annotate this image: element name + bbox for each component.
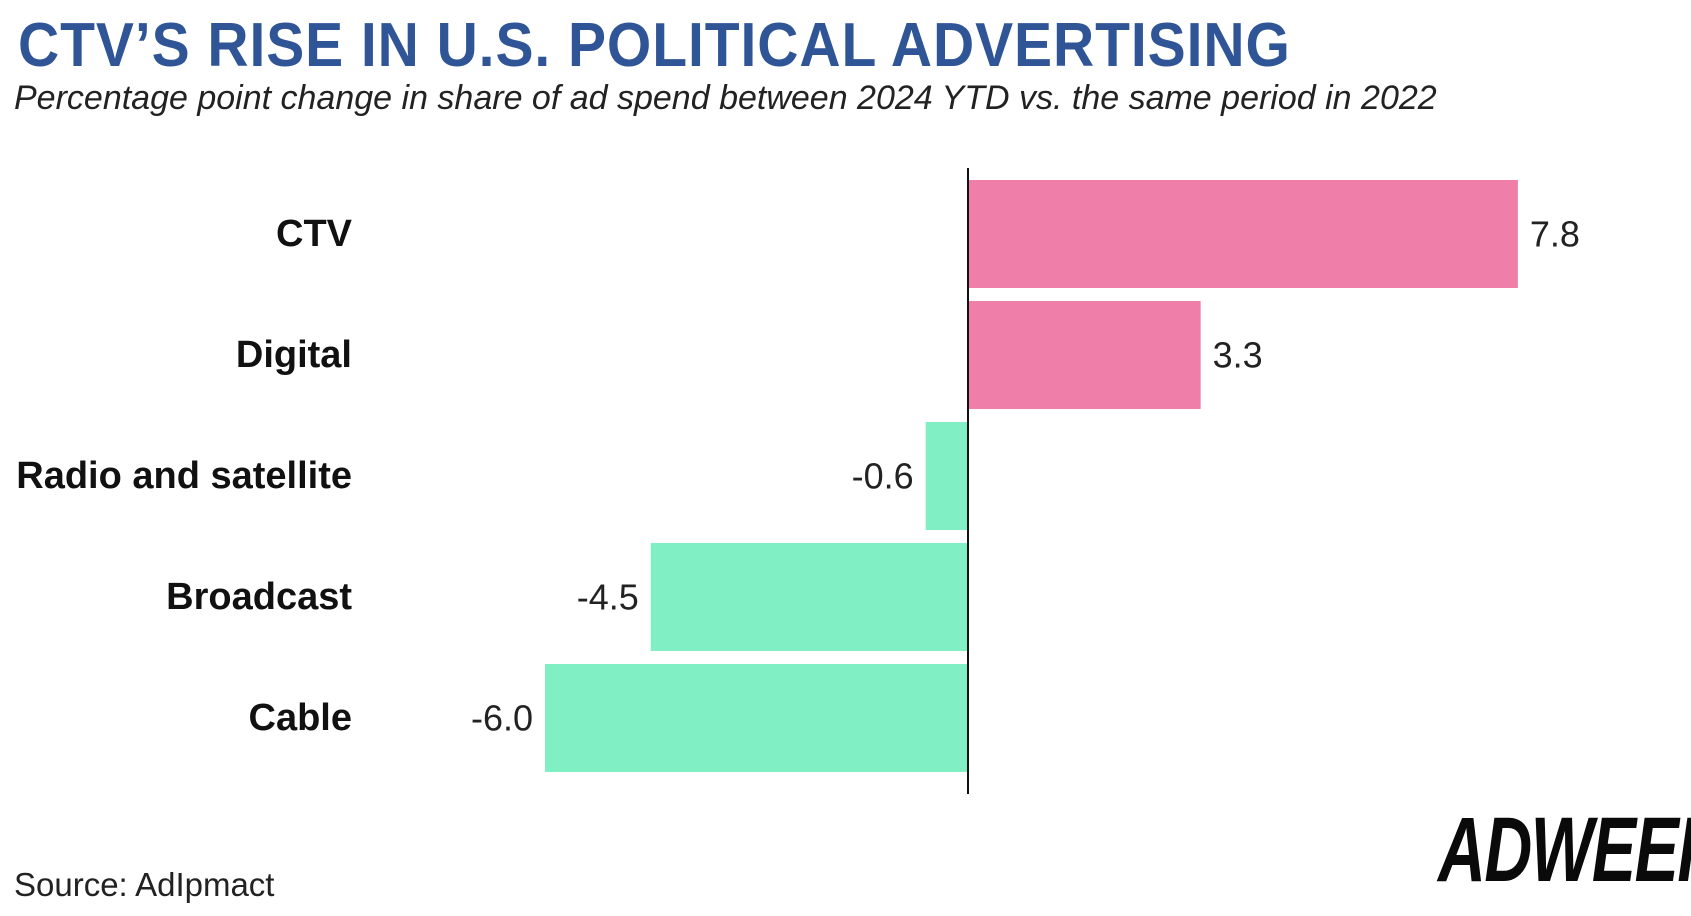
source-note: Source: AdIpmact [14,866,275,903]
bar-ctv [968,180,1518,288]
chart-subtitle: Percentage point change in share of ad s… [14,79,1437,117]
category-label-ctv: CTV [276,213,353,255]
bars-layer: CTV 7.8 Digital 3.3 Radio and satellite -0.6 B… [16,180,1580,772]
value-label-ctv: 7.8 [1530,214,1580,255]
category-label-radio-and-satellite: Radio and satellite [16,455,352,497]
value-label-broadcast: -4.5 [577,577,639,618]
adweek-logo: ADWEEK [1438,799,1691,901]
value-label-cable: -6.0 [471,698,533,739]
bar-broadcast [650,543,968,651]
bar-cable [545,664,968,772]
value-label-digital: 3.3 [1213,335,1263,376]
value-label-radio-and-satellite: -0.6 [852,456,914,497]
category-label-cable: Cable [249,697,352,739]
category-label-digital: Digital [236,334,352,376]
bar-radio-and-satellite [925,422,968,530]
bar-chart: CTV 7.8 Digital 3.3 Radio and satellite -0.6 B… [16,168,1580,794]
category-label-broadcast: Broadcast [166,576,352,618]
bar-digital [968,301,1201,409]
chart-title: CTV’S RISE IN U.S. POLITICAL ADVERTISING [18,11,1291,80]
